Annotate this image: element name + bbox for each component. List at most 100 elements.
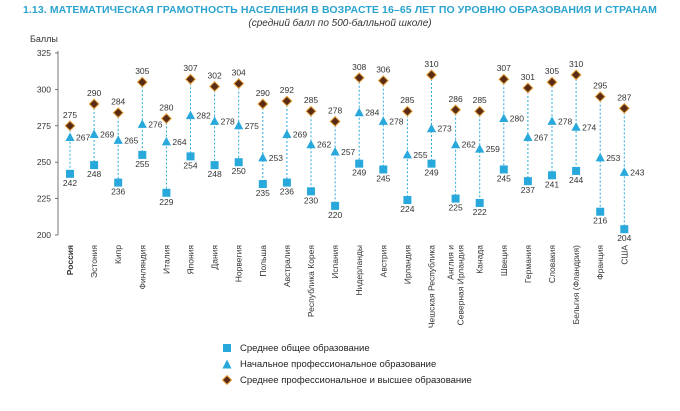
legend: Среднее общее образование Начальное проф…	[222, 340, 472, 388]
diamond-marker	[570, 69, 582, 81]
diamond-value-label: 280	[159, 103, 173, 113]
square-marker	[138, 150, 147, 159]
square-marker	[331, 201, 340, 210]
category-label: Дания	[210, 245, 220, 270]
triangle-marker	[426, 123, 437, 133]
triangle-marker	[185, 110, 196, 120]
triangle-value-label: 278	[221, 116, 235, 126]
triangle-value-label: 278	[389, 116, 403, 126]
triangle-marker	[451, 139, 461, 149]
triangle-marker	[161, 136, 171, 146]
square-marker	[355, 159, 364, 168]
triangle-value-label: 267	[76, 132, 90, 142]
diamond-marker	[281, 95, 293, 107]
square-value-label: 229	[159, 197, 173, 207]
square-marker	[451, 194, 460, 203]
triangle-marker	[234, 120, 244, 130]
square-marker	[548, 171, 556, 180]
triangle-value-label: 276	[148, 119, 162, 129]
square-value-label: 224	[400, 204, 414, 214]
diamond-marker	[209, 80, 221, 92]
chart-subtitle: (средний балл по 500-балльной школе)	[248, 18, 432, 29]
triangle-value-label: 267	[534, 132, 548, 142]
triangle-marker	[330, 147, 340, 156]
diamond-value-label: 307	[183, 63, 197, 73]
diamond-value-label: 304	[232, 68, 246, 78]
triangle-marker	[258, 152, 268, 162]
diamond-marker	[618, 102, 630, 114]
triangle-marker	[523, 132, 533, 141]
square-marker	[210, 161, 219, 170]
diamond-value-label: 308	[352, 62, 366, 72]
category-label: Нидерланды	[354, 245, 364, 295]
triangle-value-label: 253	[269, 153, 283, 163]
triangle-marker	[282, 129, 292, 139]
diamond-value-label: 290	[87, 88, 101, 98]
diamond-marker	[450, 104, 462, 116]
triangle-value-label: 257	[341, 147, 355, 157]
y-tick-label: 300	[37, 84, 51, 94]
triangle-marker	[65, 132, 75, 141]
triangle-marker	[137, 119, 147, 128]
square-value-label: 236	[111, 187, 125, 197]
diamond-value-label: 285	[304, 95, 318, 105]
square-value-label: 222	[473, 207, 487, 217]
category-label: Республика Корея	[306, 245, 316, 318]
square-value-label: 225	[449, 203, 463, 213]
triangle-value-label: 280	[510, 114, 524, 124]
triangle-value-label: 262	[317, 140, 331, 150]
square-value-label: 236	[280, 187, 294, 197]
square-marker	[379, 165, 388, 174]
triangle-marker	[113, 135, 123, 144]
triangle-value-label: 273	[438, 124, 452, 134]
diamond-marker-icon	[222, 375, 232, 385]
category-label: Финляндия	[137, 245, 147, 290]
category-label: Швеция	[499, 245, 509, 277]
triangle-value-label: 259	[486, 144, 500, 154]
square-marker	[90, 161, 99, 170]
triangle-value-label: 265	[124, 135, 138, 145]
square-marker	[162, 188, 171, 197]
square-marker	[186, 152, 195, 161]
y-tick-label: 225	[37, 194, 51, 204]
triangle-value-label: 278	[558, 116, 572, 126]
square-value-label: 254	[183, 160, 197, 170]
square-value-label: 235	[256, 188, 270, 198]
category-label: Кипр	[113, 245, 123, 264]
triangle-value-label: 255	[413, 150, 427, 160]
category-label: Ирландия	[402, 245, 412, 285]
legend-item-higher: Среднее профессиональное и высшее образо…	[222, 372, 472, 388]
diamond-value-label: 306	[376, 65, 390, 75]
triangle-marker	[89, 129, 99, 139]
chart-title: 1.13. МАТЕМАТИЧЕСКАЯ ГРАМОТНОСТЬ НАСЕЛЕН…	[22, 4, 658, 16]
legend-label-higher: Среднее профессиональное и высшее образо…	[240, 374, 472, 386]
diamond-marker	[88, 98, 100, 110]
diamond-value-label: 278	[328, 105, 342, 115]
square-value-label: 216	[593, 216, 607, 226]
square-value-label: 220	[328, 210, 342, 220]
square-marker	[66, 169, 74, 178]
diamond-value-label: 310	[569, 59, 583, 69]
diamond-value-label: 285	[473, 95, 487, 105]
category-label: Франция	[595, 245, 605, 280]
square-value-label: 255	[135, 159, 149, 169]
triangle-marker	[378, 116, 388, 125]
category-label: Северная Ирландия	[456, 245, 466, 326]
square-marker	[258, 180, 267, 189]
y-tick-label: 275	[37, 121, 51, 131]
diamond-marker	[233, 78, 245, 90]
square-value-label: 245	[497, 173, 511, 183]
category-label: Россия	[65, 245, 75, 275]
diamond-marker	[474, 105, 486, 117]
diamond-value-label: 286	[449, 94, 463, 104]
square-value-label: 249	[424, 168, 438, 178]
diamond-marker	[594, 91, 606, 103]
category-label: Австрия	[378, 245, 388, 278]
square-marker	[234, 158, 243, 167]
category-label: Чешская Республика	[427, 245, 437, 328]
diamond-value-label: 287	[617, 92, 631, 102]
scatter-chart: Баллы 200 225 250 275 300 325 242 267 275 248 269 29…	[30, 34, 645, 328]
category-label: Польша	[258, 245, 268, 277]
category-label: Англия и	[446, 245, 456, 280]
diamond-value-label: 284	[111, 97, 125, 107]
